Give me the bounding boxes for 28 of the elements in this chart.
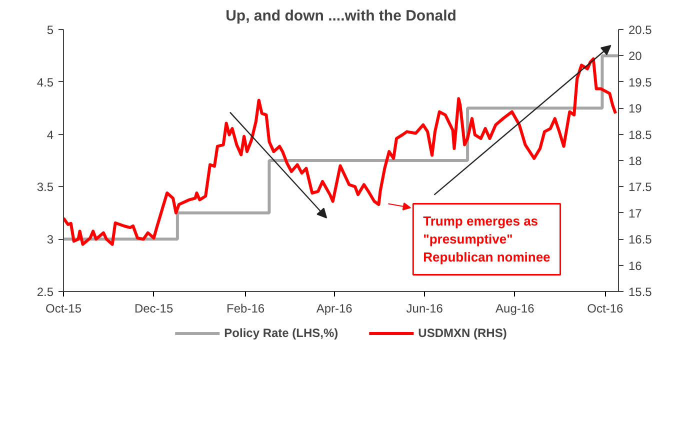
y2-tick-label: 19.5	[628, 75, 652, 90]
y-tick-label: 4.5	[36, 75, 54, 90]
legend-label: Policy Rate (LHS,%)	[224, 326, 338, 340]
x-tick-label: Apr-16	[316, 302, 353, 316]
y2-tick-label: 16	[628, 258, 642, 273]
y-tick-label: 3.5	[36, 180, 54, 194]
y-tick-label: 4	[46, 128, 54, 142]
y2-tick-label: 19	[628, 102, 642, 116]
chart-title: Up, and down ....with the Donald	[226, 8, 456, 24]
y-tick-label: 5	[46, 23, 54, 37]
x-tick-label: Feb-16	[226, 302, 265, 316]
x-tick-label: Oct-15	[45, 302, 82, 316]
y2-tick-label: 20.5	[628, 23, 652, 37]
x-tick-label: Oct-16	[587, 302, 624, 316]
y2-tick-label: 18	[628, 154, 642, 168]
x-tick-label: Dec-15	[134, 302, 174, 316]
annotation: Trump emerges as "presumptive" Republican nominee	[423, 214, 550, 265]
y-tick-label: 3	[46, 232, 54, 247]
y-tick-label: 2.5	[36, 285, 54, 299]
y2-tick-label: 17	[628, 206, 642, 220]
y2-tick-label: 15.5	[628, 285, 652, 299]
legend-label: USDMXN (RHS)	[418, 326, 507, 340]
x-tick-label: Aug-16	[496, 302, 535, 316]
y2-tick-label: 16.5	[628, 232, 652, 247]
y2-tick-label: 20	[628, 49, 642, 64]
y2-tick-label: 17.5	[628, 180, 652, 194]
x-tick-label: Jun-16	[406, 302, 444, 316]
y2-tick-label: 18.5	[628, 128, 652, 142]
